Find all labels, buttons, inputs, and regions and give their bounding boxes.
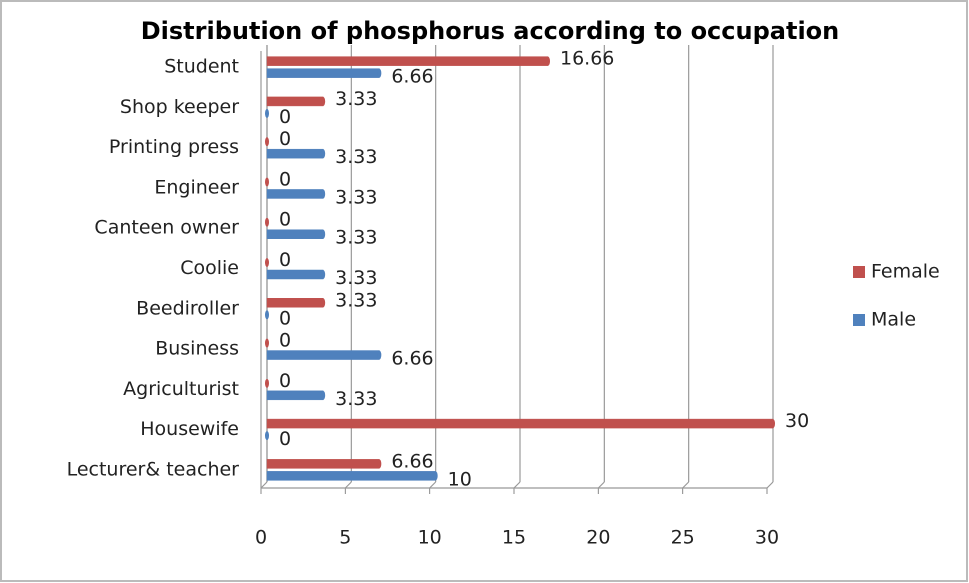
x-tick-label: 25 xyxy=(671,527,695,549)
data-label: 3.33 xyxy=(335,186,377,208)
data-label: 3.33 xyxy=(335,227,377,249)
bar xyxy=(266,56,549,66)
bar-cap xyxy=(321,229,326,239)
bar xyxy=(266,418,774,429)
y-tick-label: Printing press xyxy=(109,136,239,158)
bar-cap xyxy=(321,270,326,279)
bar xyxy=(266,148,324,159)
chart-title: Distribution of phosphorus according to … xyxy=(141,17,840,45)
legend-label: Female xyxy=(871,261,940,283)
bar-cap xyxy=(377,68,382,78)
bar-cap xyxy=(265,258,269,267)
bar-cap xyxy=(321,149,326,159)
y-tick-label: Business xyxy=(155,338,239,360)
y-tick-label: Engineer xyxy=(154,176,239,198)
y-tick-label: Canteen owner xyxy=(94,217,239,239)
bar-cap xyxy=(377,350,382,360)
y-tick-label: Lecturer& teacher xyxy=(67,458,240,480)
data-label: 0 xyxy=(279,249,291,271)
y-tick-label: Coolie xyxy=(180,257,239,279)
data-label: 6.66 xyxy=(391,348,433,370)
data-label: 0 xyxy=(279,168,291,190)
bar xyxy=(266,298,324,308)
x-tick-label: 20 xyxy=(586,527,610,549)
grid-line-depth xyxy=(260,481,268,489)
data-label: 0 xyxy=(279,106,291,128)
bar xyxy=(266,459,380,469)
bar-cap xyxy=(265,378,269,388)
data-label: 30 xyxy=(785,410,809,432)
bar-cap xyxy=(433,471,438,481)
x-tick-label: 0 xyxy=(255,527,267,549)
x-tick-label: 30 xyxy=(755,527,779,549)
data-label: 0 xyxy=(279,209,291,231)
grid-line-depth xyxy=(429,481,437,489)
bar xyxy=(266,96,324,107)
bar-cap xyxy=(321,390,326,400)
bar xyxy=(266,390,324,401)
data-label: 0 xyxy=(279,370,291,392)
grid-line-depth xyxy=(344,481,352,489)
data-label: 3.33 xyxy=(335,267,377,289)
y-tick-label: Housewife xyxy=(140,418,239,440)
data-label: 6.66 xyxy=(391,66,433,88)
bar-cap xyxy=(545,56,550,66)
x-tick-label: 15 xyxy=(502,527,526,549)
data-label: 3.33 xyxy=(335,146,377,168)
y-tick-label: Agriculturist xyxy=(123,378,239,400)
bar-cap xyxy=(265,431,269,441)
data-label: 3.33 xyxy=(335,388,377,410)
bar-cap xyxy=(377,459,382,469)
y-tick-label: Shop keeper xyxy=(120,96,239,118)
bar xyxy=(266,229,324,239)
bar-cap xyxy=(771,419,775,429)
bar xyxy=(266,350,380,360)
bar-cap xyxy=(265,310,269,320)
data-label: 16.66 xyxy=(560,48,614,70)
grid-line-depth xyxy=(513,481,521,489)
legend-swatch xyxy=(853,266,865,278)
legend-swatch xyxy=(853,314,865,326)
data-label: 0 xyxy=(279,428,291,450)
bar-cap xyxy=(321,96,326,106)
bar xyxy=(266,189,324,199)
bar-cap xyxy=(265,338,269,348)
grid-line-depth xyxy=(682,481,690,489)
bar xyxy=(266,68,380,78)
x-tick-label: 5 xyxy=(339,527,351,549)
grid-line-depth xyxy=(597,481,605,489)
bar-cap xyxy=(321,298,326,308)
legend-label: Male xyxy=(871,309,916,331)
data-label: 6.66 xyxy=(391,450,433,472)
data-label: 0 xyxy=(279,307,291,329)
bar-cap xyxy=(265,177,269,187)
bar-cap xyxy=(321,189,326,199)
grid-line-depth xyxy=(766,481,774,489)
y-tick-label: Beediroller xyxy=(136,297,239,319)
data-label: 3.33 xyxy=(335,88,377,110)
bar-cap xyxy=(265,217,269,227)
bar xyxy=(266,269,324,280)
data-label: 3.33 xyxy=(335,289,377,311)
data-label: 0 xyxy=(279,128,291,150)
x-tick-label: 10 xyxy=(418,527,442,549)
data-label: 10 xyxy=(448,468,472,490)
bar-cap xyxy=(265,108,269,118)
bar xyxy=(266,471,436,481)
bar-cap xyxy=(265,137,269,147)
y-tick-label: Student xyxy=(164,56,239,78)
data-label: 0 xyxy=(279,330,291,352)
